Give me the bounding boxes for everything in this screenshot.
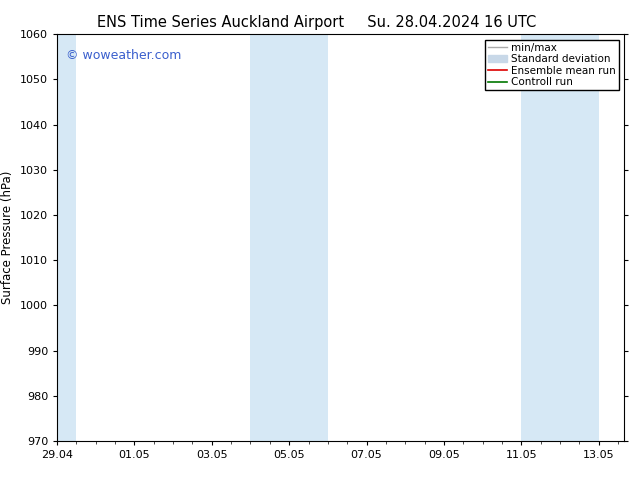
Bar — [250, 34, 328, 441]
Text: ENS Time Series Auckland Airport     Su. 28.04.2024 16 UTC: ENS Time Series Auckland Airport Su. 28.… — [98, 15, 536, 30]
Text: © woweather.com: © woweather.com — [65, 49, 181, 62]
Y-axis label: Surface Pressure (hPa): Surface Pressure (hPa) — [1, 171, 15, 304]
Legend: min/max, Standard deviation, Ensemble mean run, Controll run: min/max, Standard deviation, Ensemble me… — [486, 40, 619, 91]
Bar — [521, 34, 598, 441]
Bar — [53, 34, 77, 441]
